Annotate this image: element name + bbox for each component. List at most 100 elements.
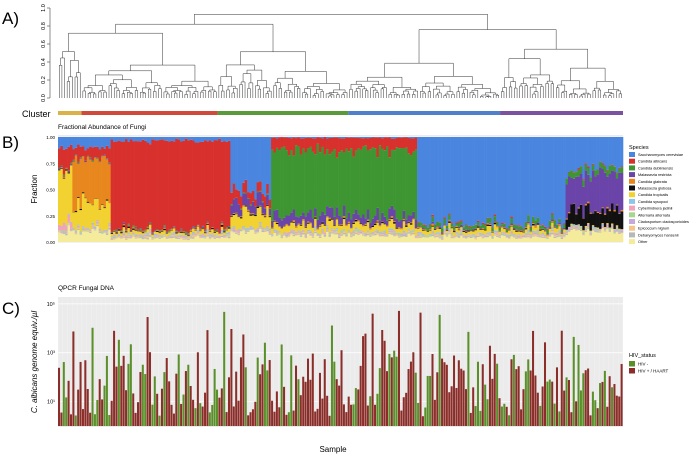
abundance-bar-segment bbox=[606, 169, 609, 171]
abundance-bar-segment bbox=[488, 226, 492, 232]
legend-swatch-14 bbox=[629, 239, 635, 245]
abundance-bar-segment bbox=[371, 231, 375, 233]
qpcr-bar bbox=[584, 370, 587, 426]
abundance-bar-segment bbox=[397, 232, 401, 234]
abundance-bar-segment bbox=[378, 232, 382, 234]
abundance-bar-segment bbox=[249, 193, 253, 205]
abundance-bar-segment bbox=[407, 231, 411, 233]
abundance-bar-segment bbox=[311, 227, 315, 228]
abundance-bar-segment bbox=[247, 192, 250, 199]
abundance-bar-segment bbox=[275, 231, 279, 234]
abundance-bar-segment bbox=[244, 232, 248, 234]
qpcr-bar bbox=[323, 359, 326, 426]
panel-c-legend-title: HIV_status bbox=[629, 353, 656, 359]
dendrogram-link bbox=[307, 86, 320, 90]
qpcr-bar bbox=[601, 381, 604, 426]
qpcr-bar bbox=[534, 375, 537, 426]
qpcr-bar bbox=[77, 389, 80, 426]
abundance-bar-segment bbox=[177, 231, 181, 233]
abundance-bar-segment bbox=[407, 153, 411, 216]
abundance-bar-segment bbox=[163, 137, 167, 141]
abundance-bar-segment bbox=[196, 224, 200, 226]
abundance-bar-segment bbox=[261, 213, 265, 215]
abundance-bar-segment bbox=[196, 229, 200, 232]
abundance-bar-segment bbox=[225, 237, 229, 242]
abundance-bar-segment bbox=[438, 222, 442, 227]
dendrogram-link bbox=[532, 93, 536, 98]
abundance-bar-segment bbox=[91, 137, 95, 148]
abundance-bar-segment bbox=[570, 170, 574, 178]
legend-swatch-3 bbox=[629, 165, 635, 171]
abundance-bar-segment bbox=[429, 223, 432, 225]
abundance-bar-segment bbox=[424, 237, 427, 242]
abundance-bar-segment bbox=[333, 232, 337, 234]
abundance-bar-segment bbox=[510, 227, 514, 232]
dendrogram-link bbox=[355, 88, 361, 98]
dendrogram-link bbox=[257, 80, 267, 88]
dendrogram-link bbox=[342, 92, 348, 98]
abundance-bar-segment bbox=[594, 176, 597, 211]
abundance-bar-segment bbox=[287, 137, 291, 156]
qpcr-bar bbox=[527, 359, 530, 426]
abundance-bar-segment bbox=[436, 236, 439, 237]
abundance-bar-segment bbox=[441, 236, 444, 238]
abundance-bar-segment bbox=[347, 223, 351, 230]
abundance-bar-segment bbox=[362, 234, 365, 236]
abundance-bar-segment bbox=[60, 168, 64, 227]
abundance-bar-segment bbox=[587, 174, 590, 202]
abundance-bar-segment bbox=[290, 229, 293, 231]
abundance-bar-segment bbox=[192, 140, 195, 227]
panel-b-y-axis: 0.000.250.500.751.00 bbox=[46, 135, 55, 245]
abundance-bar-segment bbox=[127, 234, 131, 235]
abundance-bar-segment bbox=[352, 235, 356, 242]
abundance-bar-segment bbox=[115, 233, 119, 236]
abundance-bar-segment bbox=[362, 138, 365, 147]
abundance-bar-segment bbox=[467, 237, 471, 242]
abundance-bar-segment bbox=[532, 232, 535, 234]
abundance-bar-segment bbox=[500, 231, 504, 233]
abundance-bar-segment bbox=[390, 217, 394, 219]
abundance-bar-segment bbox=[60, 226, 64, 231]
dendrogram-link bbox=[127, 92, 132, 98]
abundance-bar-segment bbox=[314, 229, 317, 231]
abundance-bar-segment bbox=[62, 230, 66, 232]
abundance-bar-segment bbox=[297, 230, 301, 232]
abundance-bar-segment bbox=[96, 222, 99, 224]
abundance-bar-segment bbox=[517, 236, 521, 238]
abundance-bar-segment bbox=[314, 138, 317, 155]
abundance-bar-segment bbox=[445, 237, 449, 242]
panel-c-y-tick-label: 10³ bbox=[47, 351, 55, 357]
abundance-bar-segment bbox=[460, 233, 463, 236]
abundance-bar-segment bbox=[192, 228, 195, 232]
abundance-bar-segment bbox=[249, 225, 253, 227]
abundance-bar-segment bbox=[108, 226, 111, 228]
abundance-bar-segment bbox=[441, 238, 444, 240]
abundance-bar-segment bbox=[352, 137, 356, 157]
hiv-legend-label-1: HIV - bbox=[638, 362, 649, 367]
abundance-bar-segment bbox=[374, 215, 377, 224]
abundance-bar-segment bbox=[496, 222, 499, 226]
abundance-bar-segment bbox=[292, 155, 296, 210]
abundance-bar-segment bbox=[402, 221, 406, 231]
abundance-bar-segment bbox=[69, 231, 73, 242]
abundance-bar-segment bbox=[601, 225, 605, 227]
abundance-bar-segment bbox=[172, 236, 176, 238]
abundance-bar-segment bbox=[139, 237, 143, 238]
abundance-bar-segment bbox=[488, 222, 492, 224]
abundance-bar-segment bbox=[400, 219, 404, 229]
abundance-bar-segment bbox=[393, 138, 396, 151]
abundance-bar-segment bbox=[508, 230, 511, 235]
abundance-bar-segment bbox=[182, 137, 186, 141]
abundance-bar-segment bbox=[350, 137, 353, 149]
abundance-bar-segment bbox=[587, 167, 590, 175]
abundance-bar-segment bbox=[596, 231, 600, 233]
abundance-bar-segment bbox=[419, 234, 423, 236]
abundance-bar-segment bbox=[232, 226, 236, 228]
abundance-bar-segment bbox=[402, 230, 406, 233]
abundance-bar-segment bbox=[302, 234, 305, 242]
abundance-bar-segment bbox=[584, 164, 588, 171]
abundance-bar-segment bbox=[388, 157, 392, 209]
abundance-bar-segment bbox=[91, 225, 95, 226]
dendrogram-link bbox=[388, 94, 392, 98]
